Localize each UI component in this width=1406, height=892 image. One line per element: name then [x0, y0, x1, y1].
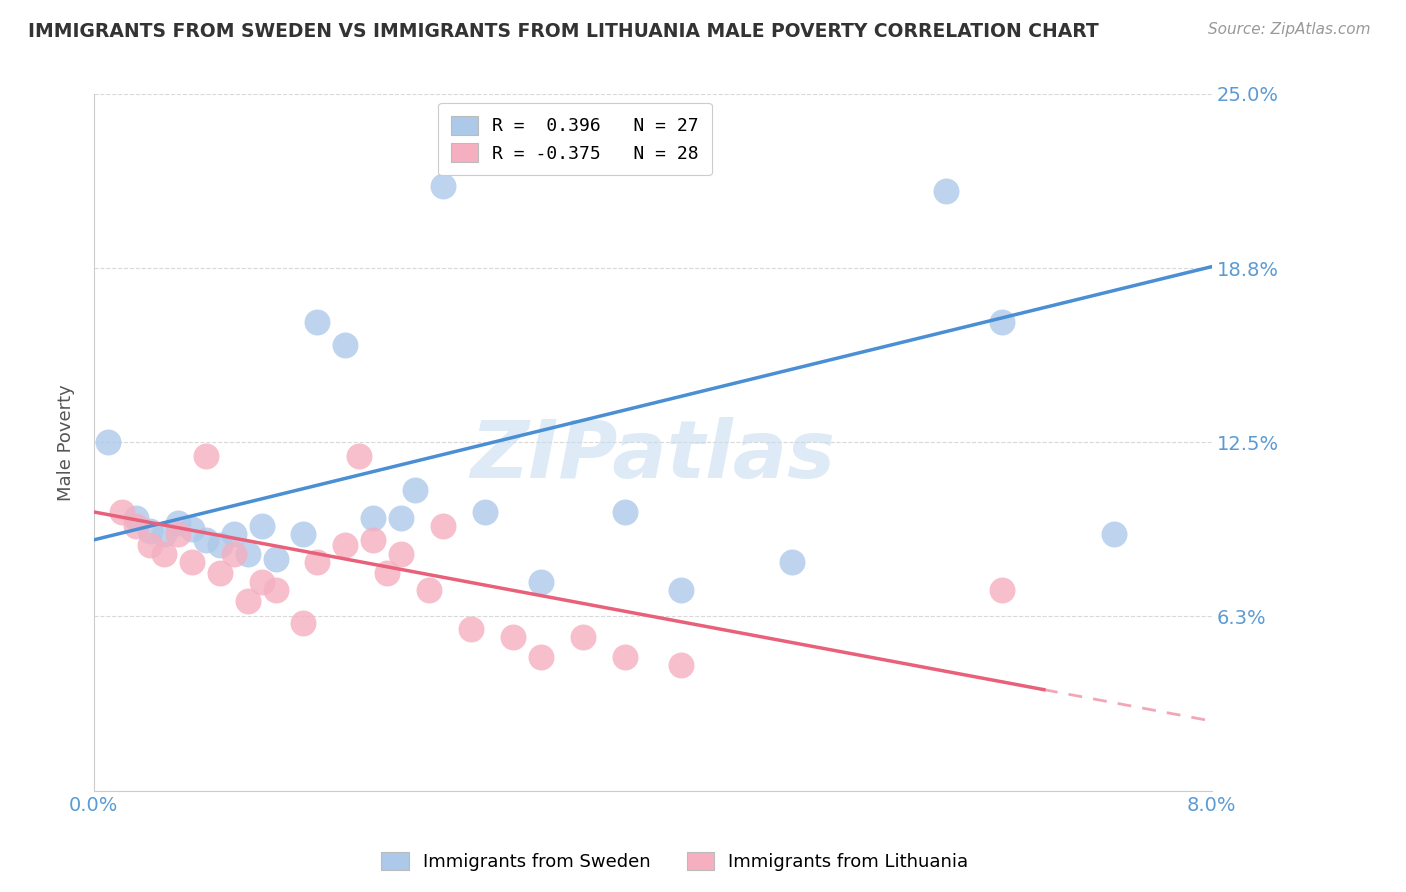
Point	[613, 649, 636, 664]
Point	[166, 516, 188, 530]
Text: ZIPatlas: ZIPatlas	[470, 417, 835, 495]
Legend: R =  0.396   N = 27, R = -0.375   N = 28: R = 0.396 N = 27, R = -0.375 N = 28	[439, 103, 711, 175]
Point	[1102, 527, 1125, 541]
Point	[307, 555, 329, 569]
Point	[111, 505, 134, 519]
Point	[613, 505, 636, 519]
Point	[208, 538, 231, 552]
Y-axis label: Male Poverty: Male Poverty	[58, 384, 75, 500]
Point	[669, 658, 692, 673]
Point	[97, 435, 120, 450]
Point	[432, 519, 454, 533]
Point	[375, 566, 398, 581]
Text: Source: ZipAtlas.com: Source: ZipAtlas.com	[1208, 22, 1371, 37]
Point	[335, 337, 357, 351]
Point	[669, 582, 692, 597]
Point	[250, 574, 273, 589]
Point	[292, 616, 315, 631]
Point	[166, 527, 188, 541]
Point	[236, 594, 259, 608]
Point	[418, 582, 440, 597]
Point	[222, 527, 245, 541]
Point	[460, 622, 482, 636]
Point	[264, 582, 287, 597]
Point	[935, 185, 957, 199]
Point	[180, 555, 202, 569]
Text: IMMIGRANTS FROM SWEDEN VS IMMIGRANTS FROM LITHUANIA MALE POVERTY CORRELATION CHA: IMMIGRANTS FROM SWEDEN VS IMMIGRANTS FRO…	[28, 22, 1099, 41]
Point	[125, 519, 148, 533]
Point	[307, 315, 329, 329]
Point	[502, 631, 524, 645]
Point	[349, 449, 371, 463]
Point	[222, 547, 245, 561]
Point	[194, 449, 217, 463]
Point	[292, 527, 315, 541]
Point	[530, 649, 553, 664]
Point	[530, 574, 553, 589]
Point	[474, 505, 496, 519]
Point	[152, 547, 174, 561]
Point	[991, 582, 1014, 597]
Point	[125, 510, 148, 524]
Point	[139, 538, 162, 552]
Point	[264, 552, 287, 566]
Point	[250, 519, 273, 533]
Point	[404, 483, 426, 497]
Point	[782, 555, 804, 569]
Point	[389, 547, 412, 561]
Point	[208, 566, 231, 581]
Legend: Immigrants from Sweden, Immigrants from Lithuania: Immigrants from Sweden, Immigrants from …	[374, 845, 976, 879]
Point	[389, 510, 412, 524]
Point	[572, 631, 595, 645]
Point	[335, 538, 357, 552]
Point	[180, 522, 202, 536]
Point	[363, 533, 385, 547]
Point	[194, 533, 217, 547]
Point	[152, 527, 174, 541]
Point	[363, 510, 385, 524]
Point	[432, 178, 454, 193]
Point	[139, 524, 162, 539]
Point	[236, 547, 259, 561]
Point	[991, 315, 1014, 329]
